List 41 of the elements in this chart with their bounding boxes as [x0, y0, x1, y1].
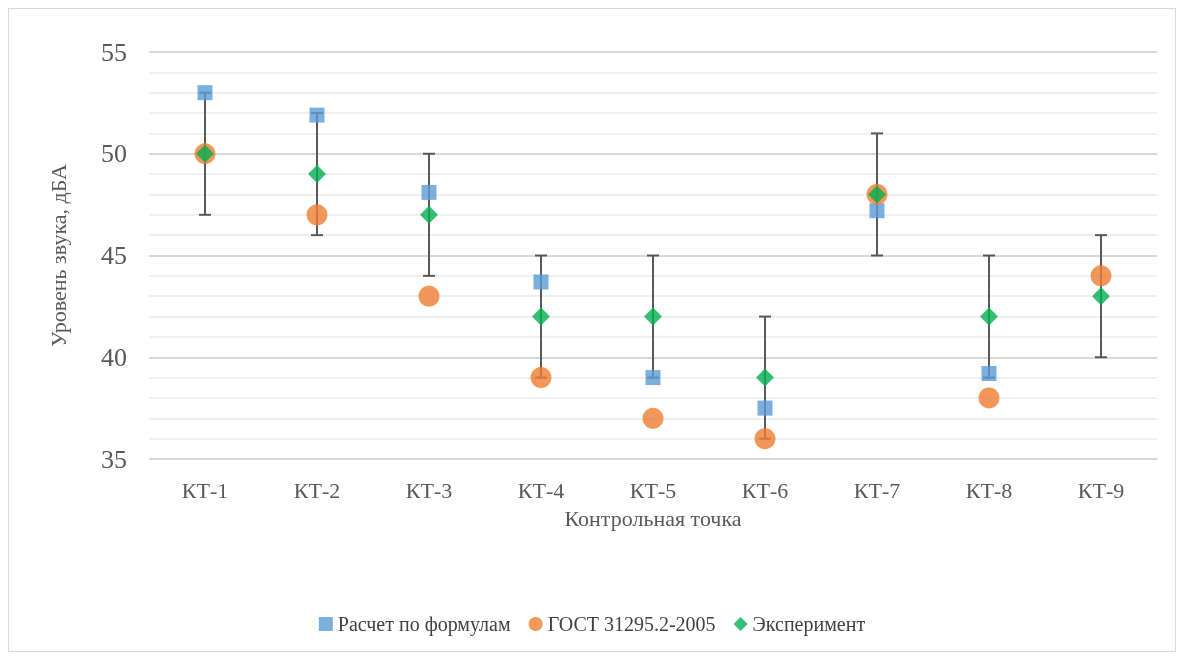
point [532, 307, 550, 326]
legend-label: Расчет по формулам [337, 613, 511, 636]
y-tick-label: 45 [101, 241, 127, 270]
legend-label: ГОСТ 31295.2-2005 [547, 613, 716, 635]
point [645, 370, 661, 386]
point [420, 205, 438, 224]
point [421, 184, 437, 200]
point [980, 307, 998, 326]
x-tick-label: КТ-5 [629, 477, 677, 503]
point [197, 85, 213, 101]
point [308, 165, 326, 184]
y-axis-title: Уровень звука, дБА [45, 163, 71, 347]
x-tick-label: КТ-3 [405, 477, 453, 503]
point [756, 368, 774, 387]
y-tick-label: 40 [101, 342, 127, 372]
point [981, 366, 997, 382]
point [418, 285, 440, 307]
x-tick-label: КТ-9 [1077, 477, 1125, 503]
x-tick-label: КТ-2 [293, 477, 341, 503]
point [1092, 287, 1110, 306]
x-tick-label: КТ-6 [741, 477, 789, 503]
x-tick-label: КТ-8 [965, 477, 1013, 503]
y-tick-label: 35 [101, 444, 127, 474]
point [533, 274, 549, 290]
x-tick-label: КТ-7 [853, 477, 901, 503]
point [306, 204, 328, 226]
point [754, 428, 776, 450]
point [642, 407, 664, 429]
y-tick-label: 50 [101, 139, 127, 169]
x-tick-label: КТ-4 [517, 477, 565, 503]
y-tick-label: 55 [101, 37, 127, 67]
legend-label: Эксперимент [752, 613, 866, 636]
point [757, 400, 773, 416]
point [869, 203, 885, 219]
point [644, 307, 662, 326]
x-axis-title: Контрольная точка [564, 505, 742, 531]
point [530, 367, 552, 389]
point [309, 107, 325, 123]
x-tick-label: КТ-1 [181, 477, 229, 503]
point [978, 387, 1000, 409]
point [1090, 265, 1112, 287]
